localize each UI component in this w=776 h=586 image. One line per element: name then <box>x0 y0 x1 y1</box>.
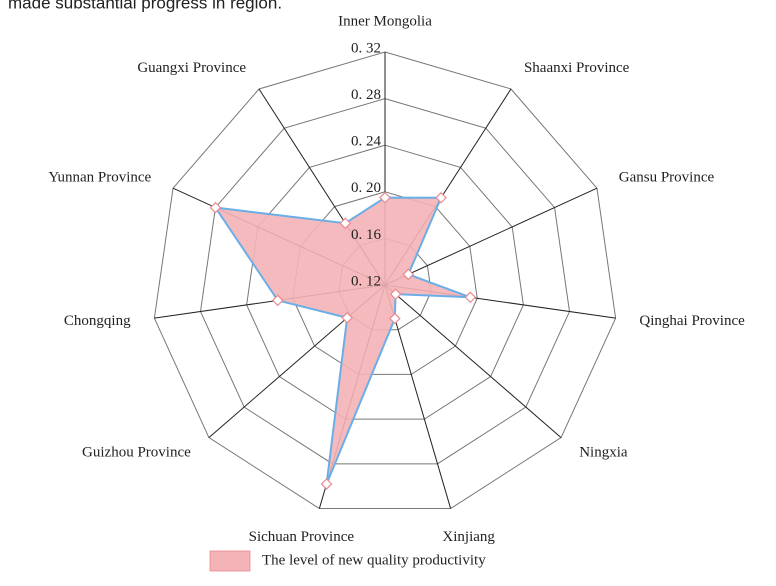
data-point <box>209 201 222 214</box>
data-point <box>402 268 415 281</box>
data-point <box>271 294 284 307</box>
data-point <box>435 191 447 204</box>
r-tick-label: 0. 16 <box>351 227 382 243</box>
category-label: Xinjiang <box>442 529 495 545</box>
category-label: Gansu Province <box>619 170 715 186</box>
data-point <box>341 311 353 324</box>
category-label: Guizhou Province <box>82 445 191 461</box>
category-label: Qinghai Province <box>639 313 745 329</box>
category-label: Chongqing <box>64 313 131 329</box>
r-tick-label: 0. 12 <box>351 273 381 289</box>
r-tick-label: 0. 20 <box>351 180 381 196</box>
caption-fragment: made substantial progress in region. <box>8 0 282 12</box>
data-point <box>379 191 391 204</box>
category-label: Sichuan Province <box>249 529 355 545</box>
data-point <box>320 478 333 490</box>
grid-ring <box>153 51 617 510</box>
r-tick-label: 0. 28 <box>351 87 381 103</box>
spoke <box>384 284 562 438</box>
series-area <box>213 196 471 485</box>
data-point <box>388 312 401 325</box>
data-point <box>389 288 402 301</box>
category-label: Ningxia <box>579 445 628 461</box>
data-point <box>464 291 477 304</box>
legend-label: The level of new quality productivity <box>262 552 486 568</box>
category-label: Yunnan Province <box>48 170 151 186</box>
grid-ring <box>199 98 571 465</box>
data-point <box>339 217 352 230</box>
category-label: Guangxi Province <box>137 60 246 76</box>
legend-swatch <box>209 550 251 572</box>
category-label: Inner Mongolia <box>338 13 432 29</box>
r-tick-label: 0. 32 <box>351 40 381 56</box>
spoke <box>384 187 598 286</box>
category-label: Shaanxi Province <box>524 60 630 76</box>
r-tick-label: 0. 24 <box>351 134 382 150</box>
